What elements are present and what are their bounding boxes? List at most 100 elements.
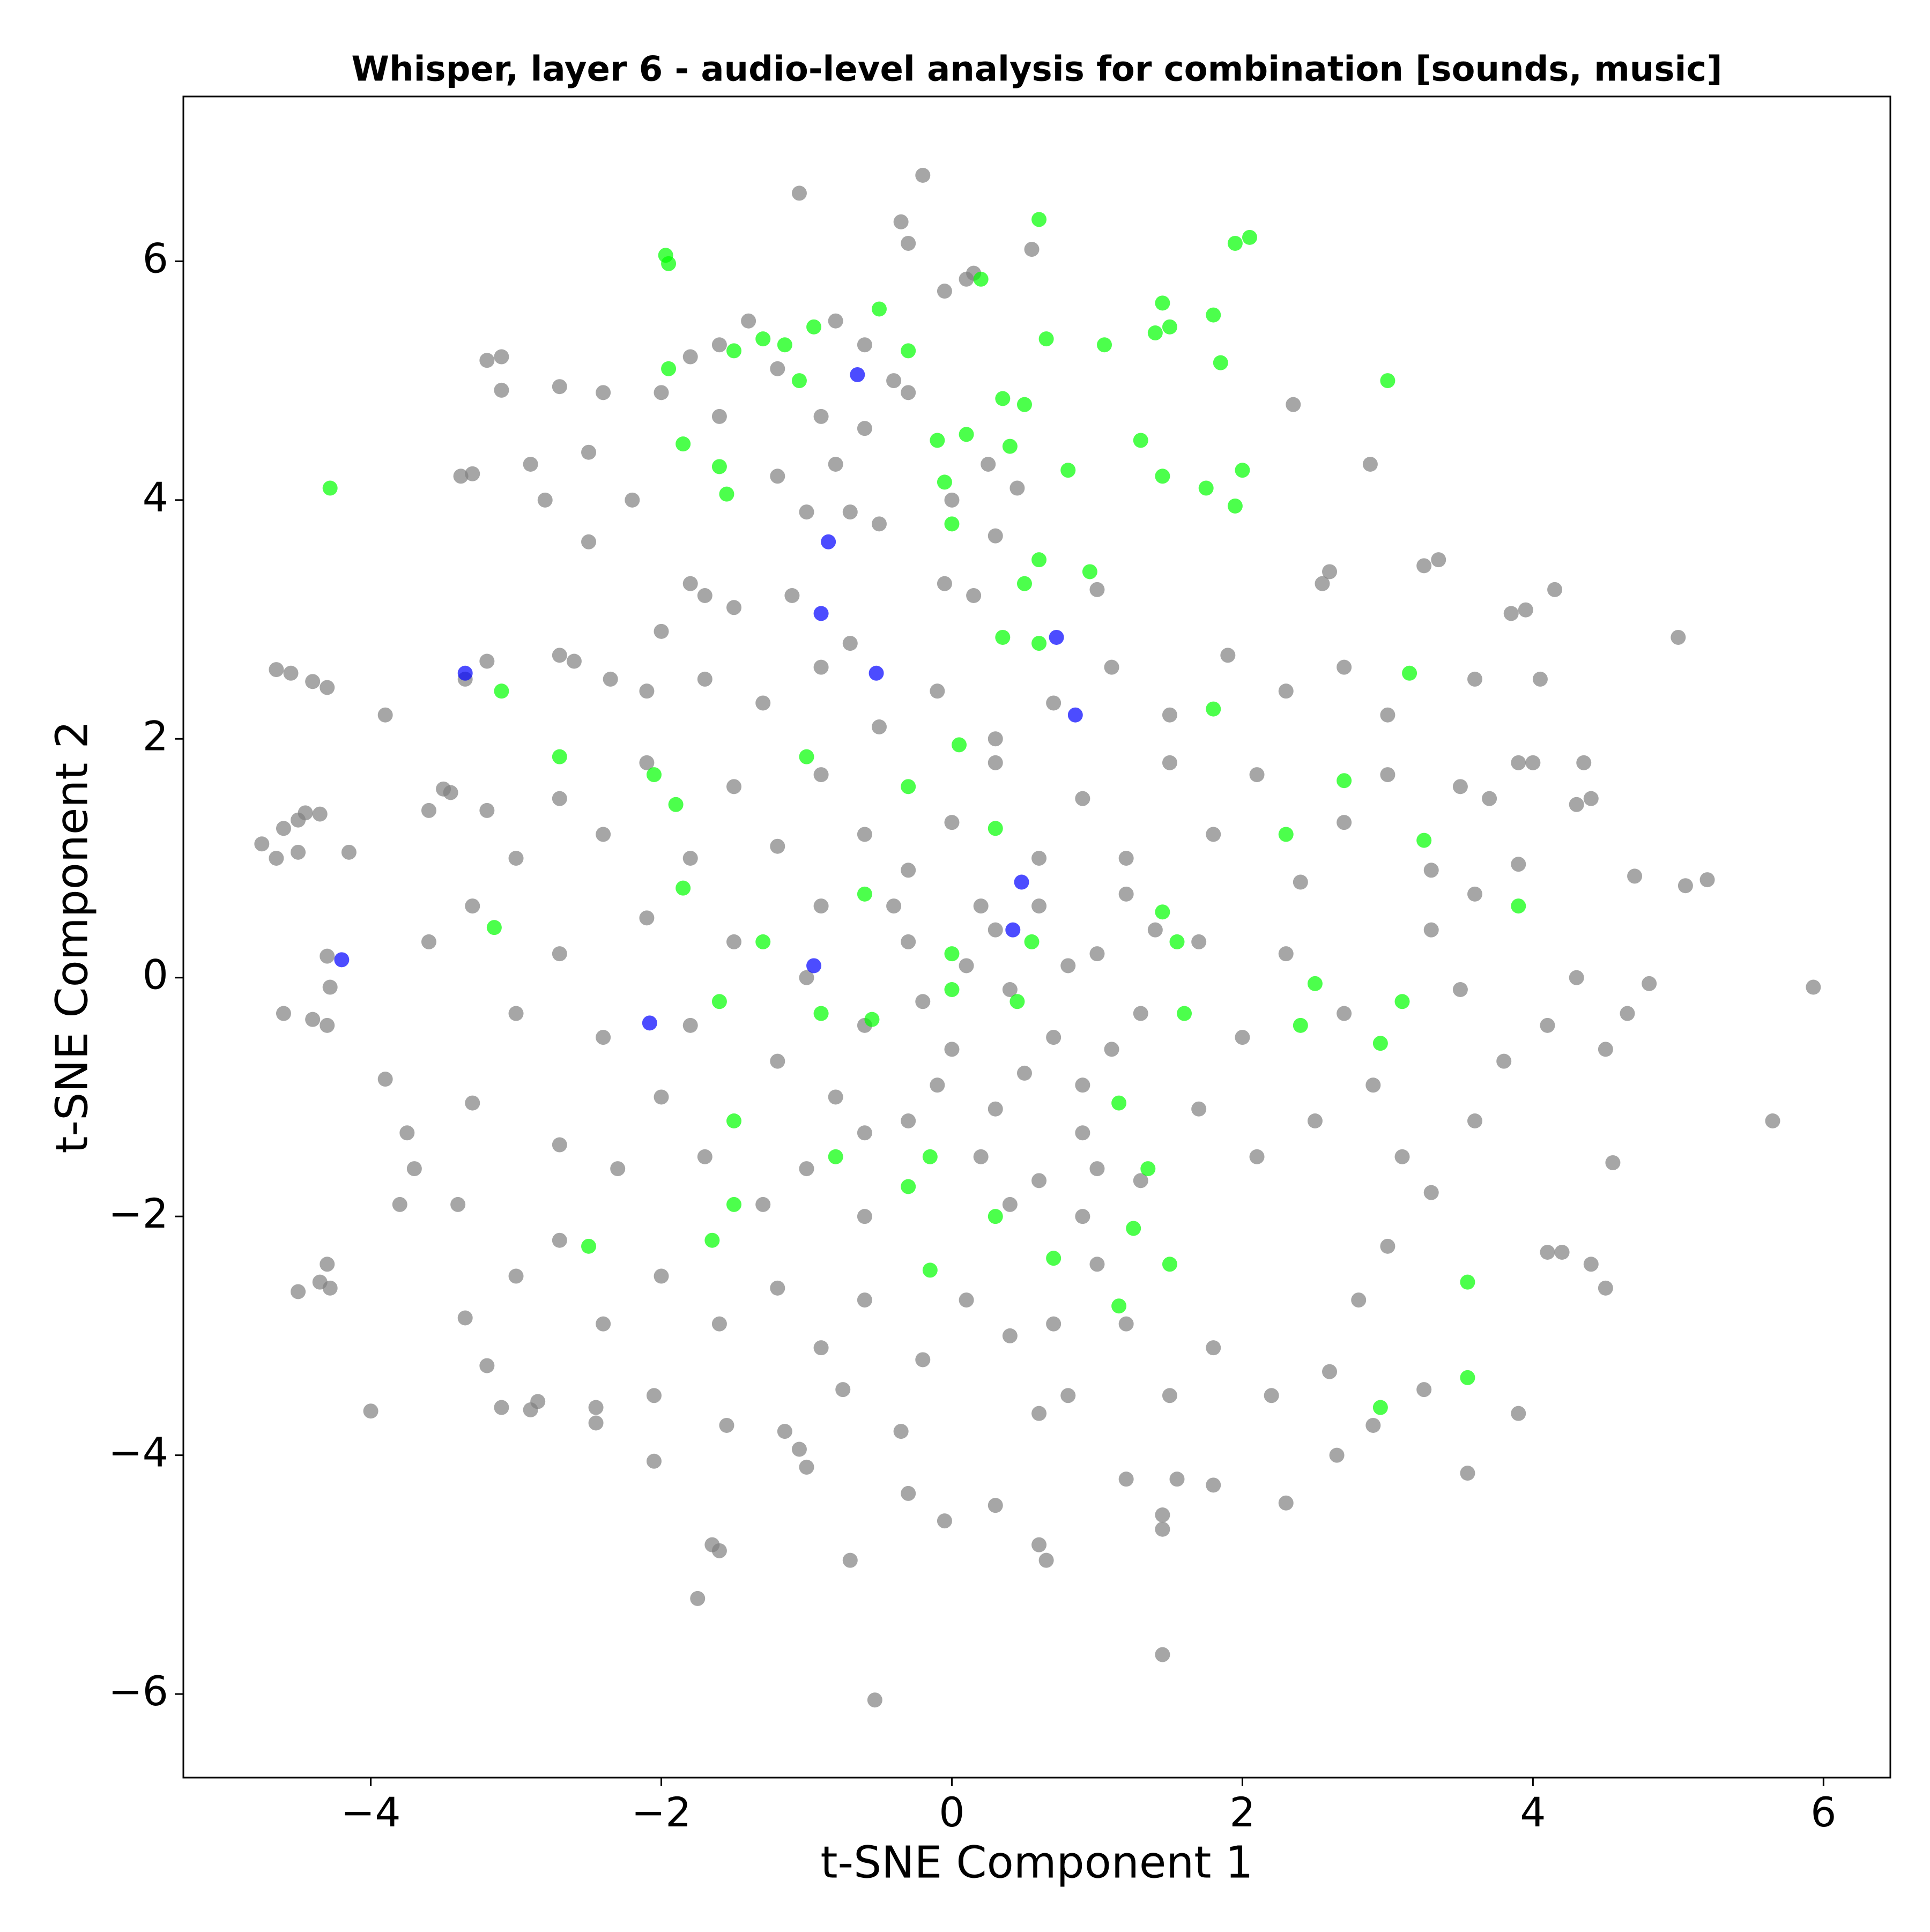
scatter-point bbox=[1362, 457, 1378, 472]
scatter-point bbox=[1278, 1495, 1294, 1511]
scatter-point bbox=[995, 629, 1011, 645]
scatter-point bbox=[1089, 1257, 1105, 1272]
scatter-point bbox=[901, 934, 916, 949]
scatter-point bbox=[1416, 833, 1432, 848]
scatter-point bbox=[777, 337, 792, 353]
scatter-point bbox=[959, 958, 974, 974]
scatter-point bbox=[1104, 659, 1119, 675]
y-tick-label: −2 bbox=[108, 1190, 168, 1237]
scatter-point bbox=[1075, 1078, 1090, 1093]
scatter-point bbox=[312, 806, 328, 822]
scatter-point bbox=[320, 1017, 335, 1033]
scatter-point bbox=[988, 821, 1003, 836]
scatter-point bbox=[639, 755, 655, 770]
scatter-point bbox=[1380, 707, 1395, 723]
scatter-point bbox=[1293, 1017, 1308, 1033]
scatter-point bbox=[1133, 433, 1148, 448]
scatter-point bbox=[1005, 922, 1021, 938]
scatter-point bbox=[639, 683, 655, 699]
scatter-point bbox=[901, 779, 916, 794]
scatter-point bbox=[1503, 606, 1519, 621]
scatter-point bbox=[1540, 1017, 1555, 1033]
scatter-point bbox=[813, 1006, 829, 1021]
scatter-point bbox=[1372, 1400, 1388, 1415]
scatter-point bbox=[1547, 582, 1563, 597]
scatter-point bbox=[1155, 904, 1170, 920]
scatter-point bbox=[1278, 827, 1294, 842]
scatter-point bbox=[1423, 863, 1439, 878]
scatter-point bbox=[835, 1382, 851, 1398]
scatter-point bbox=[988, 755, 1003, 770]
scatter-point bbox=[320, 680, 335, 695]
scatter-point bbox=[1677, 878, 1693, 894]
scatter-point bbox=[1155, 1647, 1170, 1662]
scatter-point bbox=[1220, 648, 1236, 663]
scatter-point bbox=[842, 636, 858, 651]
scatter-point bbox=[1416, 558, 1432, 574]
scatter-point bbox=[726, 1113, 742, 1128]
scatter-point bbox=[377, 707, 393, 723]
scatter-point bbox=[893, 1424, 909, 1439]
scatter-point bbox=[1118, 1472, 1134, 1487]
scatter-point bbox=[901, 235, 916, 251]
scatter-point bbox=[1126, 1221, 1141, 1236]
scatter-point bbox=[1322, 1364, 1338, 1379]
scatter-point bbox=[995, 391, 1011, 406]
scatter-point bbox=[1540, 1245, 1555, 1260]
scatter-point bbox=[1452, 779, 1468, 794]
scatter-point bbox=[581, 534, 597, 549]
scatter-point bbox=[552, 946, 567, 962]
scatter-point bbox=[711, 459, 727, 474]
scatter-point bbox=[813, 408, 829, 424]
scatter-point bbox=[1155, 1521, 1170, 1537]
scatter-point bbox=[1024, 934, 1040, 949]
scatter-point bbox=[646, 767, 662, 783]
scatter-point bbox=[813, 606, 829, 621]
scatter-point bbox=[813, 767, 829, 783]
scatter-point bbox=[1605, 1155, 1621, 1170]
scatter-point bbox=[1394, 994, 1410, 1009]
scatter-point bbox=[922, 1262, 938, 1278]
scatter-point bbox=[988, 1101, 1003, 1117]
scatter-point bbox=[1038, 331, 1054, 347]
scatter-point bbox=[755, 331, 771, 347]
scatter-point bbox=[1002, 1328, 1018, 1343]
scatter-point bbox=[341, 844, 357, 860]
scatter-point bbox=[704, 1232, 720, 1248]
scatter-point bbox=[1089, 946, 1105, 962]
x-tick-label: −2 bbox=[631, 1788, 691, 1836]
scatter-point bbox=[1365, 1417, 1381, 1433]
scatter-point bbox=[973, 898, 989, 914]
scatter-point bbox=[857, 1209, 872, 1224]
scatter-point bbox=[421, 934, 436, 949]
scatter-point bbox=[901, 343, 916, 359]
scatter-point bbox=[697, 1149, 712, 1164]
scatter-point bbox=[508, 851, 524, 866]
scatter-point bbox=[1162, 319, 1177, 335]
scatter-point bbox=[755, 1197, 771, 1212]
scatter-point bbox=[320, 1257, 335, 1272]
scatter-point bbox=[828, 1089, 843, 1105]
scatter-point bbox=[276, 1006, 291, 1021]
y-tick-label: 4 bbox=[143, 473, 168, 521]
y-tick-label: −6 bbox=[108, 1667, 168, 1715]
scatter-point bbox=[1452, 982, 1468, 997]
scatter-point bbox=[770, 1053, 785, 1069]
scatter-point bbox=[842, 504, 858, 520]
scatter-point bbox=[661, 361, 677, 376]
scatter-point bbox=[1380, 767, 1395, 783]
scatter-point bbox=[930, 433, 945, 448]
x-tick-label: 6 bbox=[1810, 1788, 1836, 1836]
scatter-point bbox=[676, 880, 691, 896]
scatter-point bbox=[821, 534, 836, 549]
scatter-point bbox=[901, 1179, 916, 1194]
scatter-point bbox=[406, 1161, 422, 1177]
scatter-point bbox=[450, 1197, 466, 1212]
scatter-point bbox=[1227, 235, 1243, 251]
scatter-point bbox=[973, 271, 989, 287]
scatter-point bbox=[1097, 337, 1112, 353]
scatter-point bbox=[973, 1149, 989, 1164]
scatter-point bbox=[1518, 602, 1533, 618]
scatter-point bbox=[537, 492, 553, 508]
plot-frame bbox=[182, 95, 1891, 1779]
